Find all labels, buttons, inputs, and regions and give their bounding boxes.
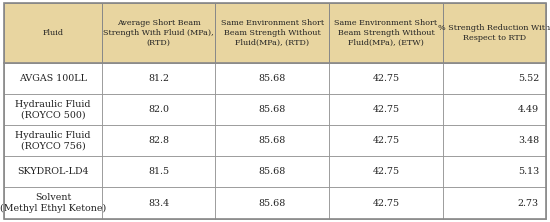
Text: 3.48: 3.48: [518, 136, 539, 145]
Bar: [102, 187, 216, 219]
Text: 42.75: 42.75: [372, 74, 399, 83]
Text: 85.68: 85.68: [258, 74, 286, 83]
Bar: [443, 94, 546, 125]
Text: AVGAS 100LL: AVGAS 100LL: [19, 74, 87, 83]
Bar: [216, 3, 329, 63]
Bar: [4, 94, 102, 125]
Bar: [102, 125, 216, 156]
Bar: [4, 156, 102, 187]
Bar: [443, 125, 546, 156]
Bar: [443, 3, 546, 63]
Bar: [329, 187, 443, 219]
Bar: [443, 156, 546, 187]
Bar: [102, 63, 216, 94]
Text: 85.68: 85.68: [258, 198, 286, 208]
Bar: [102, 94, 216, 125]
Text: Fluid: Fluid: [42, 29, 64, 37]
Bar: [4, 3, 102, 63]
Bar: [443, 187, 546, 219]
Text: 42.75: 42.75: [372, 167, 399, 176]
Bar: [216, 156, 329, 187]
Text: SKYDROL-LD4: SKYDROL-LD4: [18, 167, 89, 176]
Text: 4.49: 4.49: [518, 105, 539, 114]
Bar: [102, 3, 216, 63]
Bar: [4, 125, 102, 156]
Text: Average Short Beam
Strength With Fluid (MPa),
(RTD): Average Short Beam Strength With Fluid (…: [103, 20, 214, 46]
Text: 5.52: 5.52: [518, 74, 539, 83]
Text: % Strength Reduction With
Respect to RTD: % Strength Reduction With Respect to RTD: [438, 24, 550, 42]
Bar: [216, 63, 329, 94]
Text: 81.5: 81.5: [148, 167, 169, 176]
Bar: [4, 187, 102, 219]
Bar: [4, 63, 102, 94]
Text: 82.8: 82.8: [148, 136, 169, 145]
Text: 83.4: 83.4: [148, 198, 169, 208]
Text: 42.75: 42.75: [372, 136, 399, 145]
Bar: [329, 63, 443, 94]
Bar: [216, 94, 329, 125]
Text: 81.2: 81.2: [148, 74, 169, 83]
Text: 2.73: 2.73: [518, 198, 539, 208]
Text: Same Environment Short
Beam Strength Without
Fluid(MPa), (RTD): Same Environment Short Beam Strength Wit…: [221, 20, 324, 46]
Text: Solvent
(Methyl Ethyl Ketone): Solvent (Methyl Ethyl Ketone): [0, 193, 106, 213]
Text: Hydraulic Fluid
(ROYCO 756): Hydraulic Fluid (ROYCO 756): [15, 131, 91, 151]
Bar: [102, 156, 216, 187]
Text: 42.75: 42.75: [372, 198, 399, 208]
Text: 85.68: 85.68: [258, 136, 286, 145]
Bar: [329, 125, 443, 156]
Text: 82.0: 82.0: [148, 105, 169, 114]
Bar: [329, 156, 443, 187]
Text: 5.13: 5.13: [518, 167, 539, 176]
Text: Same Environment Short
Beam Strength Without
Fluid(MPa), (ETW): Same Environment Short Beam Strength Wit…: [334, 20, 437, 46]
Bar: [329, 3, 443, 63]
Bar: [216, 187, 329, 219]
Text: 85.68: 85.68: [258, 105, 286, 114]
Bar: [443, 63, 546, 94]
Text: 42.75: 42.75: [372, 105, 399, 114]
Bar: [329, 94, 443, 125]
Text: 85.68: 85.68: [258, 167, 286, 176]
Bar: [216, 125, 329, 156]
Text: Hydraulic Fluid
(ROYCO 500): Hydraulic Fluid (ROYCO 500): [15, 99, 91, 119]
